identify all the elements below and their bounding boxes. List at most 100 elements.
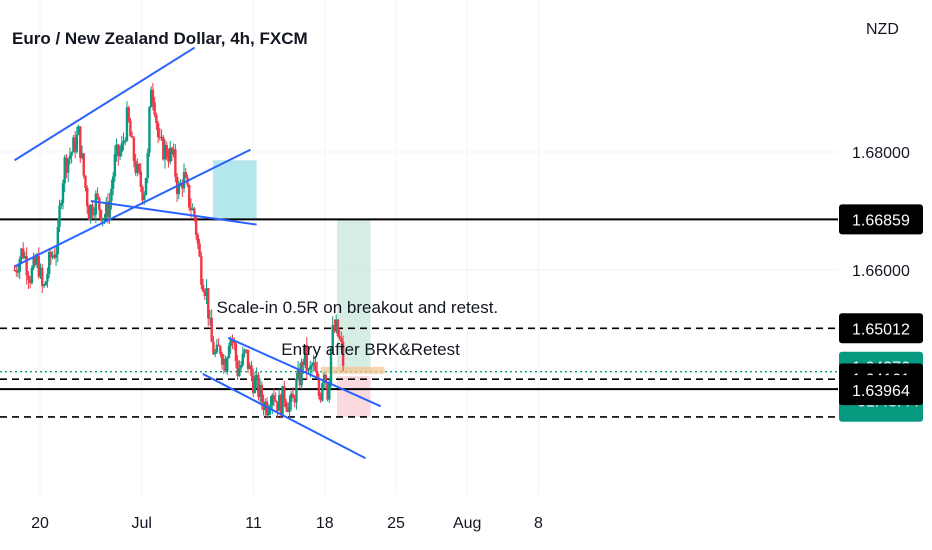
candle-up xyxy=(66,159,70,173)
candle-up xyxy=(75,134,79,152)
candle-down xyxy=(201,284,205,292)
candle-up xyxy=(258,385,262,397)
x-tick-label: Aug xyxy=(453,515,481,532)
candle-down xyxy=(181,182,184,189)
shaded-zone xyxy=(337,376,371,417)
candle-down xyxy=(193,208,196,218)
candle-down xyxy=(134,160,137,173)
candle-up xyxy=(322,374,326,384)
time-axis-panel[interactable] xyxy=(0,495,838,550)
candle-down xyxy=(284,401,288,408)
candle-down xyxy=(106,201,110,218)
candle-down xyxy=(198,243,201,257)
candle-down xyxy=(302,361,305,366)
candle-down xyxy=(22,248,25,258)
candle-up xyxy=(120,143,123,152)
x-tick-label: 25 xyxy=(387,515,405,532)
candle-down xyxy=(15,270,18,272)
candle-down xyxy=(158,137,162,139)
candle-up xyxy=(168,147,172,162)
candle-down xyxy=(162,136,165,160)
candle-down xyxy=(341,341,345,367)
x-tick-label: 11 xyxy=(245,515,262,532)
candle-up xyxy=(328,383,331,400)
candle-down xyxy=(315,370,319,378)
candle-up xyxy=(111,176,115,189)
candle-up xyxy=(72,137,75,153)
candle-up xyxy=(281,385,284,416)
candle-down xyxy=(276,401,279,411)
candle-up xyxy=(125,107,129,141)
candle-up xyxy=(70,152,73,156)
candle-up xyxy=(238,368,241,376)
candle-up xyxy=(222,358,225,365)
candle-up xyxy=(177,185,181,195)
candle-down xyxy=(34,257,37,265)
candle-up xyxy=(229,339,232,346)
candle-up xyxy=(307,369,310,371)
candle-down xyxy=(217,344,220,347)
price-tag-label: 1.66859 xyxy=(852,212,910,229)
candle-down xyxy=(338,336,341,339)
price-tag-label: 1.65012 xyxy=(852,321,910,338)
candle-up xyxy=(80,153,84,158)
trendline xyxy=(14,148,251,268)
candle-up xyxy=(68,155,72,160)
candle-up xyxy=(172,149,175,155)
candle-up xyxy=(300,361,303,386)
candle-down xyxy=(132,137,136,161)
candle-down xyxy=(250,365,253,376)
candle-down xyxy=(340,338,343,342)
candle-down xyxy=(27,275,30,280)
candle-down xyxy=(13,270,16,271)
candle-up xyxy=(51,255,54,258)
candle-up xyxy=(182,172,186,189)
candle-up xyxy=(23,256,27,258)
candle-down xyxy=(65,157,68,173)
candle-down xyxy=(305,344,308,371)
price-axis-panel[interactable] xyxy=(838,0,932,550)
candle-down xyxy=(49,251,53,258)
candle-up xyxy=(30,267,34,284)
candle-up xyxy=(277,395,281,411)
candle-down xyxy=(317,377,321,396)
candle-up xyxy=(296,369,300,379)
candle-up xyxy=(149,89,153,108)
candle-up xyxy=(32,257,35,268)
candle-down xyxy=(210,317,213,342)
time-axis: 20 Jul 11 18 25 Aug 8 xyxy=(31,515,543,532)
candle-down xyxy=(319,395,322,401)
candle-up xyxy=(290,393,293,403)
trendline xyxy=(14,46,196,162)
candle-down xyxy=(98,197,101,210)
x-tick-label: 8 xyxy=(534,515,543,532)
candle-down xyxy=(85,187,89,207)
candle-down xyxy=(141,186,144,201)
horizontal-levels xyxy=(0,218,838,418)
candle-down xyxy=(246,349,250,370)
candle-down xyxy=(232,340,236,344)
candle-down xyxy=(245,349,248,351)
candle-up xyxy=(144,178,148,196)
candle-up xyxy=(103,217,106,219)
candle-up xyxy=(288,402,291,412)
candle-down xyxy=(291,393,295,398)
candle-up xyxy=(44,281,47,286)
candle-down xyxy=(283,385,286,402)
candle-down xyxy=(184,172,187,178)
entry-zone xyxy=(321,366,385,374)
candle-up xyxy=(110,188,113,202)
candle-down xyxy=(84,175,87,188)
x-tick-label: 20 xyxy=(31,515,49,532)
currency-label: NZD xyxy=(866,21,899,38)
candle-up xyxy=(321,383,324,401)
candle-down xyxy=(139,171,142,187)
y-tick-label: 1.66000 xyxy=(852,263,910,280)
candle-up xyxy=(108,201,111,218)
candle-up xyxy=(58,205,61,227)
trendline xyxy=(90,199,257,226)
candle-down xyxy=(79,126,82,158)
price-tag-label: 1.63964 xyxy=(852,383,910,400)
trendline xyxy=(202,372,366,460)
